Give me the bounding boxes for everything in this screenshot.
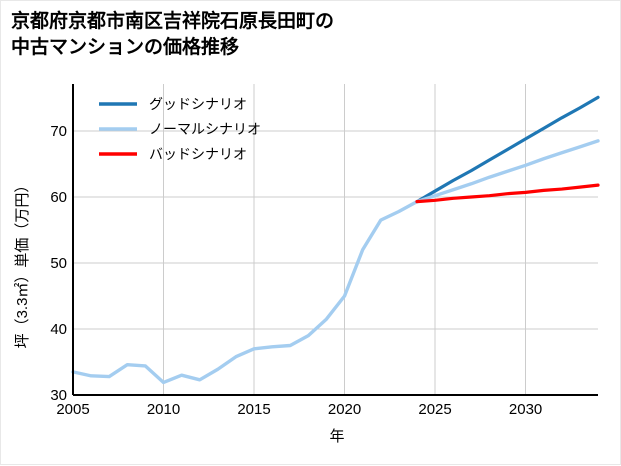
y-tick-label: 30 <box>50 387 67 404</box>
y-tick-label: 50 <box>50 255 67 272</box>
chart-title: 京都府京都市南区吉祥院石原長田町の 中古マンションの価格推移 <box>11 11 335 58</box>
y-axis-tick-labels: 30 40 50 60 70 <box>50 123 67 404</box>
x-tick-label: 2005 <box>56 401 89 418</box>
x-tick-label: 2020 <box>328 401 361 418</box>
y-axis-title: 坪（3.3㎡）単価（万円） <box>14 178 31 349</box>
legend-label-1: ノーマルシナリオ <box>149 121 261 137</box>
series-line-1 <box>71 139 600 385</box>
x-axis-title: 年 <box>329 428 344 445</box>
x-axis-tick-labels: 2005 2010 2015 2020 2025 2030 <box>56 401 542 418</box>
legend-label-0: グッドシナリオ <box>149 96 247 112</box>
x-tick-label: 2030 <box>509 401 542 418</box>
series-line-0 <box>415 95 600 204</box>
x-tick-label: 2010 <box>147 401 180 418</box>
legend-label-2: バッドシナリオ <box>149 146 247 162</box>
y-tick-label: 40 <box>50 321 67 338</box>
series-line-2 <box>415 183 600 204</box>
gridlines <box>72 84 598 396</box>
y-tick-label: 60 <box>50 189 67 206</box>
axis-spines <box>71 84 598 397</box>
x-tick-label: 2025 <box>418 401 451 418</box>
x-tick-label: 2015 <box>237 401 270 418</box>
series-lines <box>71 95 600 385</box>
y-tick-label: 70 <box>50 123 67 140</box>
